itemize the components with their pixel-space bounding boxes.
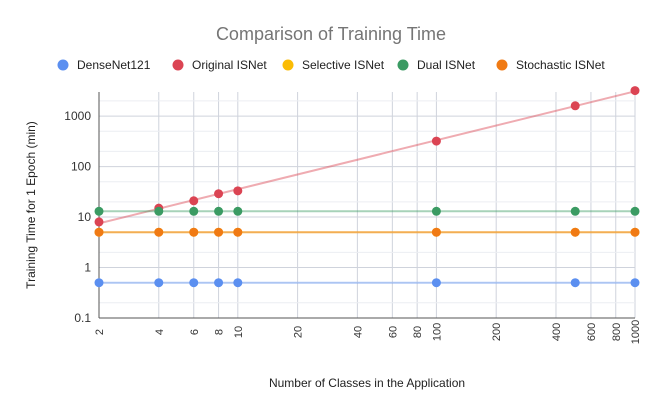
- legend-swatch: [57, 59, 69, 71]
- data-point: [94, 217, 104, 227]
- data-point: [94, 278, 104, 288]
- legend-swatch: [397, 59, 409, 71]
- data-points: [94, 86, 640, 288]
- legend-swatch: [496, 59, 508, 71]
- legend-label: Dual ISNet: [417, 58, 476, 72]
- x-tick-label: 60: [387, 326, 399, 338]
- x-axis-label: Number of Classes in the Application: [269, 376, 465, 390]
- data-point: [154, 278, 164, 288]
- data-point: [154, 227, 164, 237]
- chart-title: Comparison of Training Time: [216, 24, 446, 44]
- trendlines: [98, 90, 636, 284]
- data-point: [189, 206, 199, 216]
- data-point: [630, 86, 640, 96]
- legend-swatch: [282, 59, 294, 71]
- x-tick-label: 10: [233, 326, 245, 338]
- y-tick-label: 1000: [64, 109, 91, 123]
- x-tick-label: 8: [214, 329, 226, 335]
- legend-label: Selective ISNet: [302, 58, 385, 72]
- x-tick-label: 80: [412, 326, 424, 338]
- x-tick-labels: 2 4 6 8 10 20 40 60 80 100 200 400 600 800 1000: [94, 320, 642, 344]
- data-point: [233, 186, 243, 196]
- y-axis-label: Training Time for 1 Epoch (min): [24, 121, 38, 289]
- data-point: [233, 278, 243, 288]
- axes: [98, 92, 635, 319]
- data-point: [570, 101, 580, 111]
- data-point: [431, 136, 441, 146]
- x-tick-label: 1000: [630, 320, 642, 344]
- x-tick-label: 2: [94, 329, 106, 335]
- data-point: [94, 206, 104, 216]
- x-tick-label: 20: [293, 326, 305, 338]
- data-point: [630, 227, 640, 237]
- legend-swatch: [172, 59, 184, 71]
- data-point: [630, 206, 640, 216]
- y-tick-label: 10: [78, 210, 92, 224]
- data-point: [189, 278, 199, 288]
- x-tick-label: 200: [491, 323, 503, 341]
- x-tick-label: 600: [586, 323, 598, 341]
- data-point: [431, 206, 441, 216]
- x-tick-label: 40: [352, 326, 364, 338]
- data-point: [154, 206, 164, 216]
- legend-label: Stochastic ISNet: [516, 58, 605, 72]
- data-point: [233, 206, 243, 216]
- data-point: [214, 278, 224, 288]
- y-tick-label: 0.1: [74, 311, 91, 325]
- legend: DenseNet121 Original ISNet Selective ISNet…: [57, 58, 605, 72]
- y-tick-labels: 0.1 1 10 100 1000: [64, 109, 91, 325]
- x-tick-label: 4: [154, 329, 166, 335]
- data-point: [570, 206, 580, 216]
- data-point: [570, 227, 580, 237]
- data-point: [630, 278, 640, 288]
- data-point: [94, 227, 104, 237]
- data-point: [431, 278, 441, 288]
- x-tick-label: 400: [551, 323, 563, 341]
- data-point: [214, 189, 224, 199]
- y-tick-label: 1: [84, 261, 91, 275]
- data-point: [189, 196, 199, 206]
- data-point: [431, 227, 441, 237]
- data-point: [214, 206, 224, 216]
- data-point: [233, 227, 243, 237]
- data-point: [570, 278, 580, 288]
- x-tick-label: 800: [611, 323, 623, 341]
- legend-label: Original ISNet: [192, 58, 267, 72]
- trendline: [98, 90, 636, 225]
- grid: [98, 92, 636, 319]
- data-point: [189, 227, 199, 237]
- y-tick-label: 100: [71, 160, 91, 174]
- data-point: [214, 227, 224, 237]
- legend-label: DenseNet121: [77, 58, 151, 72]
- x-tick-label: 100: [431, 323, 443, 341]
- x-tick-label: 6: [189, 329, 201, 335]
